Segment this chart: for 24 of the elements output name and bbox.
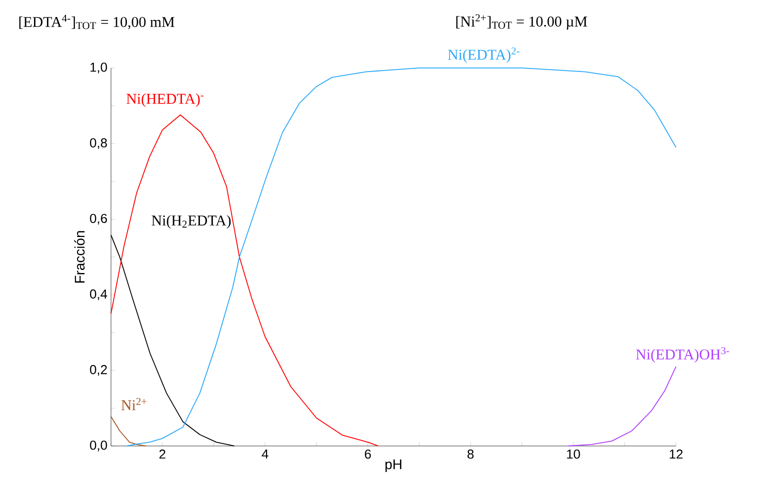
y-tick-label: 0,6	[90, 214, 107, 225]
series-label: Ni(HEDTA)$^{-}$	[126, 93, 204, 107]
text: [EDTA$^{4-}$]$_{TOT}$ = 10,00 mM	[19, 14, 174, 30]
line-series	[568, 366, 676, 446]
y-tick-label: 0,4	[90, 289, 108, 300]
x-tick-label: 6	[364, 450, 371, 459]
line-series	[110, 114, 379, 446]
y-tick-label: 0,8	[90, 138, 107, 149]
y-tick-label: 0,2	[90, 365, 107, 376]
series-label: Ni$^{2+}$	[121, 398, 147, 410]
series-label: Ni(EDTA)$^{2-}$	[448, 47, 520, 63]
text: Ni(H$_{2}$EDTA)	[152, 215, 231, 229]
text: [Ni$^{2+}$]$_{TOT}$ = 10.00 µM	[456, 14, 588, 30]
series-label: Ni(EDTA)OH$^{3-}$	[636, 347, 730, 363]
x-tick-label: 12	[670, 450, 683, 459]
x-tick-label: 8	[468, 450, 474, 459]
x-axis-title: pH	[386, 460, 402, 472]
y-tick-label: 1,0	[90, 62, 107, 74]
x-tick-label: 2	[159, 450, 166, 459]
y-axis-title: Fracción	[74, 231, 85, 283]
x-tick-label: 4	[262, 450, 268, 458]
line-series	[110, 416, 146, 446]
x-tick-label: 10	[567, 450, 580, 459]
y-tick-label: 0,0	[90, 440, 107, 452]
